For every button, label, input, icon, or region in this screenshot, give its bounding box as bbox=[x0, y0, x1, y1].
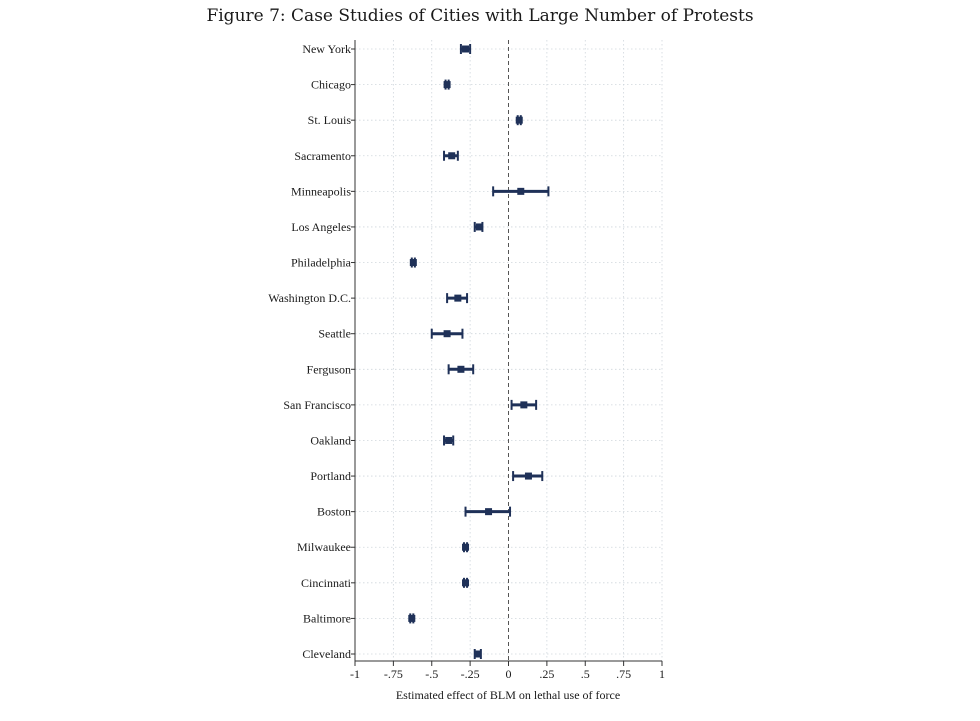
estimate-12 bbox=[512, 471, 544, 482]
category-label: New York bbox=[302, 42, 351, 56]
estimate-14 bbox=[462, 542, 470, 553]
estimate-4 bbox=[492, 186, 550, 197]
estimate-8 bbox=[430, 328, 464, 339]
estimate-10 bbox=[510, 399, 538, 410]
category-label: Philadelphia bbox=[291, 256, 352, 270]
x-tick-label: .75 bbox=[616, 667, 631, 681]
category-labels: New York Chicago St. Louis Sacramento Minnea… bbox=[268, 42, 355, 661]
estimates-series bbox=[408, 44, 550, 659]
category-label: Los Angeles bbox=[291, 220, 351, 234]
category-label: Sacramento bbox=[294, 149, 351, 163]
point-estimate-marker bbox=[457, 365, 465, 373]
point-estimate-marker bbox=[454, 294, 462, 302]
category-label: Milwaukee bbox=[297, 540, 351, 554]
estimate-3 bbox=[443, 150, 459, 161]
category-label: Chicago bbox=[311, 78, 351, 92]
point-estimate-marker bbox=[462, 45, 470, 53]
estimate-15 bbox=[462, 577, 470, 588]
estimate-2 bbox=[515, 115, 523, 126]
estimate-16 bbox=[408, 613, 416, 624]
estimate-1 bbox=[443, 79, 451, 90]
category-label: Minneapolis bbox=[291, 184, 351, 198]
x-tick-label: -.5 bbox=[425, 667, 438, 681]
category-label: Boston bbox=[317, 505, 351, 519]
point-estimate-marker bbox=[517, 187, 525, 195]
x-tick-label: -.75 bbox=[384, 667, 403, 681]
x-tick-label: -.25 bbox=[461, 667, 480, 681]
category-label: Washington D.C. bbox=[268, 291, 351, 305]
point-estimate-marker bbox=[462, 543, 470, 551]
category-label: Oakland bbox=[310, 433, 351, 447]
point-estimate-marker bbox=[475, 223, 483, 231]
x-tick-label: 0 bbox=[506, 667, 512, 681]
x-tick-labels: -1 -.75 -.5 -.25 0 .25 .5 .75 1 bbox=[350, 661, 665, 681]
point-estimate-marker bbox=[474, 650, 482, 658]
x-tick-label: .5 bbox=[581, 667, 590, 681]
estimate-17 bbox=[473, 649, 482, 659]
estimate-7 bbox=[446, 293, 469, 304]
point-estimate-marker bbox=[443, 330, 451, 338]
point-estimate-marker bbox=[409, 259, 417, 267]
estimate-6 bbox=[409, 257, 417, 268]
point-estimate-marker bbox=[448, 152, 456, 160]
estimate-11 bbox=[443, 435, 455, 446]
point-estimate-marker bbox=[445, 436, 453, 444]
estimate-9 bbox=[447, 364, 475, 375]
category-label: Cleveland bbox=[302, 647, 351, 661]
category-label: San Francisco bbox=[283, 398, 351, 412]
point-estimate-marker bbox=[520, 401, 528, 409]
point-estimate-marker bbox=[408, 614, 416, 622]
x-tick-label: -1 bbox=[350, 667, 360, 681]
category-label: Cincinnati bbox=[301, 576, 352, 590]
category-label: St. Louis bbox=[308, 113, 352, 127]
point-estimate-marker bbox=[443, 81, 451, 89]
x-axis-title: Estimated effect of BLM on lethal use of… bbox=[396, 688, 620, 702]
point-estimate-marker bbox=[485, 508, 493, 516]
category-label: Seattle bbox=[318, 327, 351, 341]
point-estimate-marker bbox=[515, 116, 523, 124]
point-estimate-marker bbox=[462, 579, 470, 587]
category-label: Ferguson bbox=[307, 362, 351, 376]
x-tick-label: 1 bbox=[659, 667, 665, 681]
estimate-13 bbox=[464, 506, 512, 517]
estimate-0 bbox=[459, 44, 472, 54]
category-label: Baltimore bbox=[303, 611, 351, 625]
x-tick-label: .25 bbox=[539, 667, 554, 681]
point-estimate-marker bbox=[524, 472, 532, 480]
estimate-5 bbox=[473, 221, 484, 232]
category-label: Portland bbox=[310, 469, 351, 483]
chart-title: Figure 7: Case Studies of Cities with La… bbox=[206, 6, 753, 26]
